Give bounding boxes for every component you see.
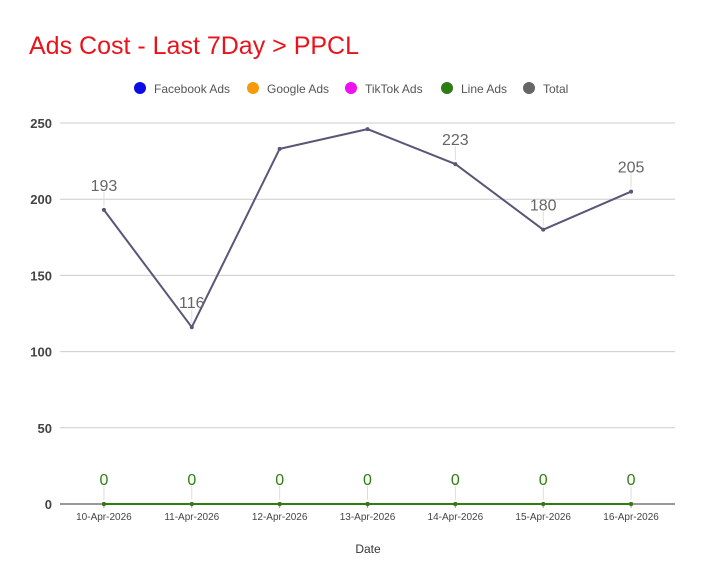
x-tick-label: 16-Apr-2026 — [603, 512, 659, 523]
legend-label: Facebook Ads — [154, 82, 230, 96]
legend-swatch — [523, 82, 535, 94]
legend-swatch — [441, 82, 453, 94]
data-point — [365, 127, 370, 132]
y-tick-label: 250 — [30, 116, 52, 131]
y-tick-label: 50 — [38, 421, 52, 436]
legend-label: Line Ads — [461, 82, 507, 96]
y-tick-label: 150 — [30, 268, 52, 283]
y-tick-label: 100 — [30, 345, 52, 360]
x-tick-label: 11-Apr-2026 — [164, 512, 219, 523]
data-point — [189, 502, 194, 506]
x-tick-label: 12-Apr-2026 — [252, 512, 308, 523]
legend: Facebook Ads Google Ads TikTok Ads Line Ads… — [134, 82, 568, 96]
legend-label: Total — [543, 82, 568, 96]
data-point — [189, 325, 194, 330]
data-label: 116 — [179, 295, 205, 312]
legend-label: TikTok Ads — [365, 82, 423, 96]
data-point — [629, 189, 634, 194]
data-point — [277, 146, 282, 151]
x-tick-label: 14-Apr-2026 — [428, 512, 484, 523]
data-point — [541, 227, 546, 232]
x-axis-ticks: 10-Apr-2026 11-Apr-2026 12-Apr-2026 13-Apr-… — [76, 504, 659, 523]
y-tick-label: 0 — [45, 497, 52, 512]
y-axis-ticks: 0 50 100 150 200 250 — [30, 116, 52, 512]
grid-lines — [60, 122, 675, 505]
data-label: 0 — [539, 472, 548, 489]
data-point — [453, 502, 458, 506]
data-label: 193 — [91, 178, 118, 195]
data-labels: 0 0 0 0 0 0 0 193 116 223 180 205 — [91, 132, 645, 500]
series-points — [101, 127, 634, 506]
data-label: 0 — [451, 472, 460, 489]
series-lines — [103, 128, 632, 505]
x-tick-label: 10-Apr-2026 — [76, 512, 132, 523]
data-label: 0 — [627, 472, 636, 489]
chart-title: Ads Cost - Last 7Day > PPCL — [29, 32, 359, 60]
data-point — [541, 502, 546, 506]
data-point — [365, 502, 370, 506]
legend-label: Google Ads — [267, 82, 329, 96]
x-axis-label: Date — [355, 542, 381, 556]
data-label: 0 — [275, 472, 284, 489]
legend-swatch — [247, 82, 259, 94]
data-point — [101, 502, 106, 506]
x-tick-label: 13-Apr-2026 — [340, 512, 396, 523]
data-point — [101, 207, 106, 212]
x-tick-label: 15-Apr-2026 — [515, 512, 571, 523]
data-label: 180 — [530, 198, 557, 215]
data-label: 0 — [363, 472, 372, 489]
y-tick-label: 200 — [30, 192, 52, 207]
data-label: 205 — [618, 160, 645, 177]
data-point — [453, 162, 458, 167]
data-point — [629, 502, 634, 506]
data-label: 0 — [187, 472, 196, 489]
data-point — [277, 502, 282, 506]
legend-swatch — [345, 82, 357, 94]
legend-swatch — [134, 82, 146, 94]
data-label: 223 — [442, 132, 469, 149]
data-label: 0 — [99, 472, 108, 489]
